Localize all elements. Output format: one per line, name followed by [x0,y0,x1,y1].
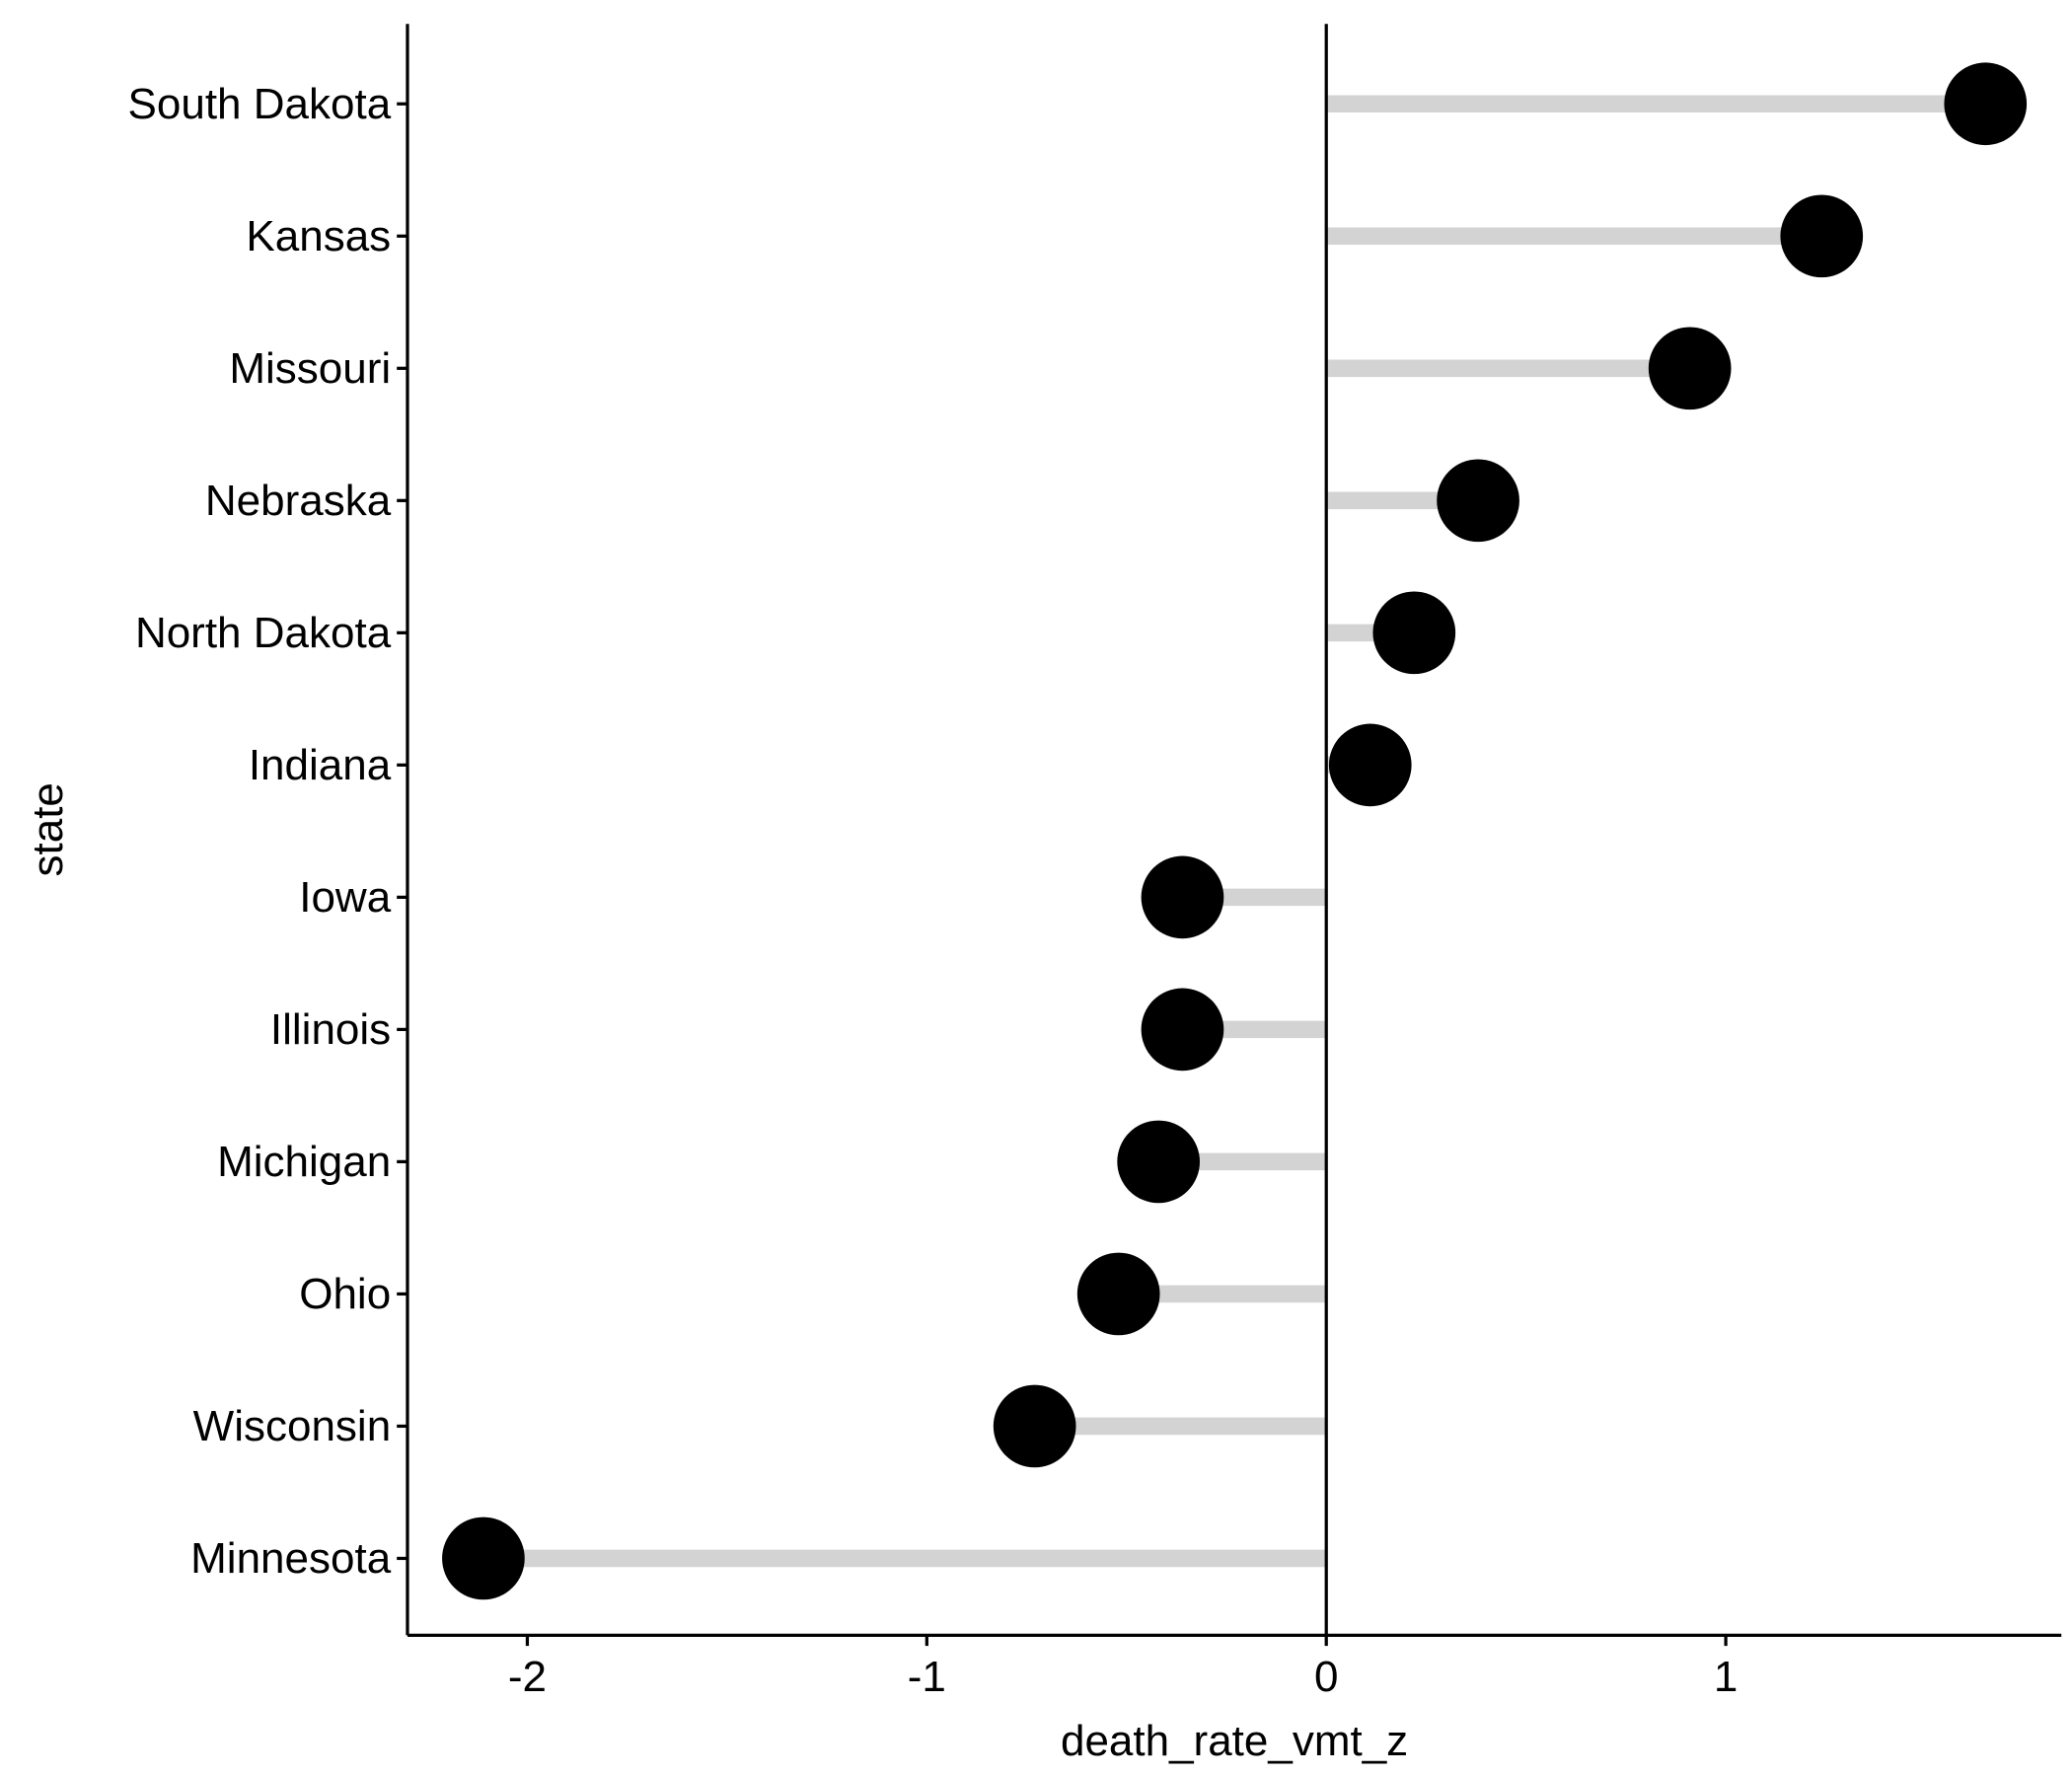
point-iowa [1141,855,1224,939]
point-michigan [1117,1120,1201,1204]
y-tick-label-minnesota: Minnesota [190,1534,392,1583]
point-south-dakota [1944,62,2028,146]
point-missouri [1648,327,1732,410]
x-tick-label-3: 1 [1714,1653,1738,1701]
x-axis-title: death_rate_vmt_z [1061,1717,1408,1765]
point-minnesota [442,1517,525,1600]
x-tick-label-2: 0 [1314,1653,1338,1701]
point-wisconsin [993,1384,1076,1468]
y-tick-label-kansas: Kansas [246,212,391,260]
y-tick-label-missouri: Missouri [229,344,391,393]
point-kansas [1780,194,1864,278]
x-tick-label-1: -1 [908,1653,946,1701]
y-tick-label-north-dakota: North Dakota [135,609,392,657]
point-indiana [1328,723,1412,807]
point-illinois [1141,988,1224,1072]
y-tick-label-illinois: Illinois [270,1005,391,1054]
point-ohio [1076,1252,1160,1336]
x-tick-label-0: -2 [508,1653,547,1701]
y-tick-label-south-dakota: South Dakota [128,80,392,128]
y-tick-label-indiana: Indiana [249,741,392,789]
y-tick-label-wisconsin: Wisconsin [193,1402,392,1450]
y-tick-label-ohio: Ohio [299,1270,391,1318]
y-axis-ticks: South Dakota Kansas Missouri Nebraska North … [128,80,407,1583]
y-tick-label-michigan: Michigan [217,1138,391,1186]
stems-layer [482,95,1986,1568]
x-axis-ticks: -2 -1 0 1 [508,1635,1738,1701]
point-north-dakota [1372,591,1456,675]
y-axis-title: state [24,782,72,876]
points-layer [442,62,2028,1600]
y-tick-label-nebraska: Nebraska [205,477,392,525]
y-tick-label-iowa: Iowa [299,873,391,922]
point-nebraska [1437,459,1519,543]
